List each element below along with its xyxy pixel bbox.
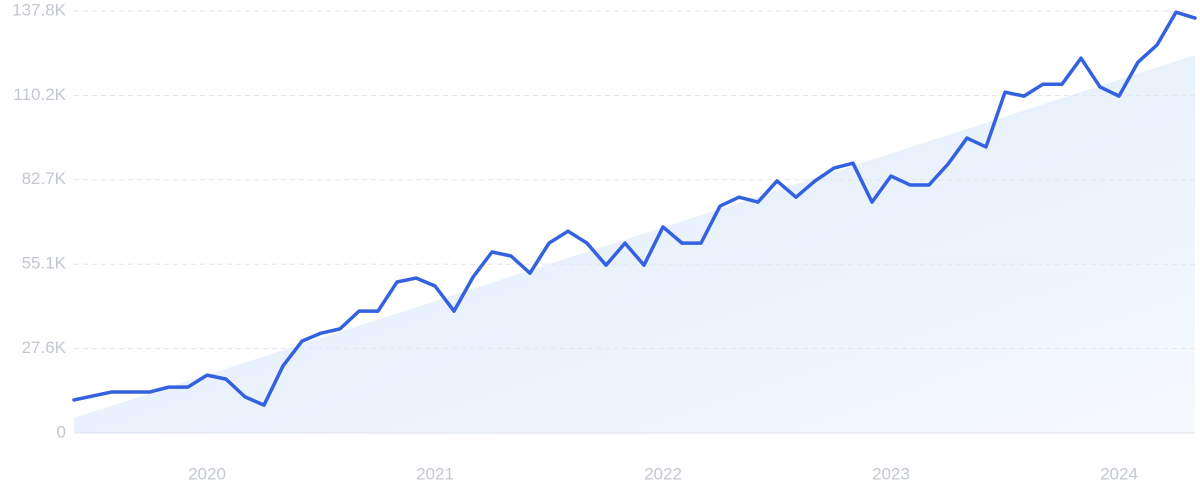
x-tick-label: 2023 — [872, 464, 910, 483]
x-tick-label: 2021 — [416, 464, 454, 483]
y-tick-label: 55.1K — [22, 254, 67, 273]
x-tick-label: 2020 — [188, 464, 226, 483]
data-line — [72, 10, 1197, 407]
y-tick-label: 0 — [57, 422, 66, 441]
y-tick-label: 137.8K — [12, 0, 67, 19]
trend-area — [74, 55, 1195, 433]
x-tick-label: 2022 — [644, 464, 682, 483]
y-tick-label: 82.7K — [22, 169, 67, 188]
y-tick-label: 27.6K — [22, 338, 67, 357]
x-tick-label: 2024 — [1100, 464, 1138, 483]
y-tick-label: 110.2K — [13, 85, 66, 104]
